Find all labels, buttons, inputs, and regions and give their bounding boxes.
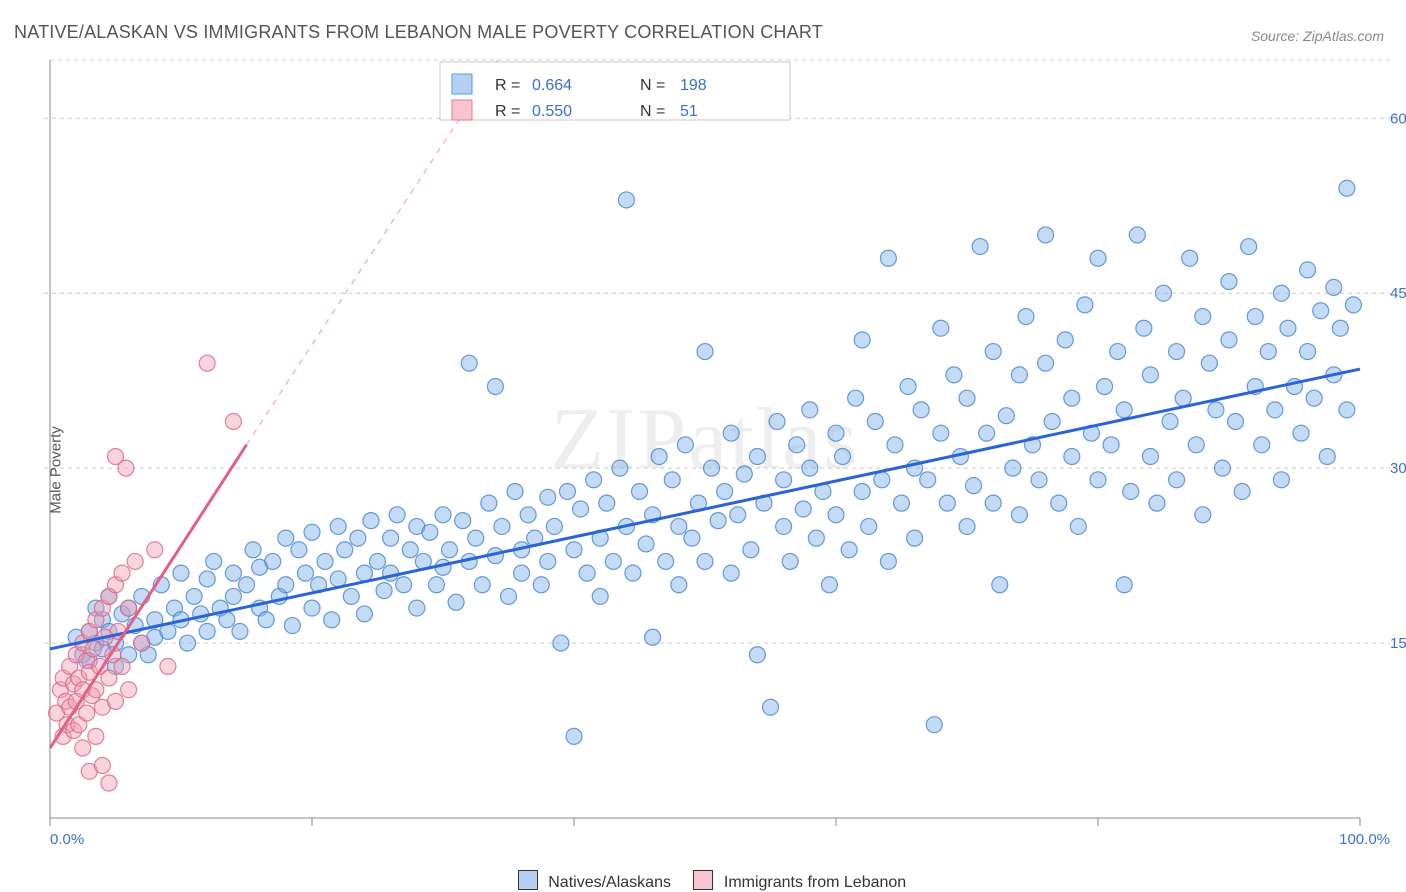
svg-text:100.0%: 100.0%: [1339, 831, 1390, 848]
legend-label-b: Immigrants from Lebanon: [724, 874, 906, 891]
svg-text:30.0%: 30.0%: [1390, 460, 1406, 477]
chart-title: NATIVE/ALASKAN VS IMMIGRANTS FROM LEBANO…: [14, 22, 823, 43]
svg-text:0.550: 0.550: [532, 103, 572, 120]
svg-text:51: 51: [680, 103, 698, 120]
svg-text:N =: N =: [640, 103, 665, 120]
scatter-chart: ZIPatlas0.0%100.0%15.0%30.0%45.0%60.0%R …: [0, 48, 1406, 858]
source-name: ZipAtlas.com: [1303, 28, 1384, 44]
source-label: Source:: [1251, 28, 1303, 44]
y-axis-label: Male Poverty: [47, 426, 64, 514]
svg-text:198: 198: [680, 77, 707, 94]
legend-swatch-pink: [693, 870, 713, 890]
svg-text:45.0%: 45.0%: [1390, 285, 1406, 302]
svg-text:0.0%: 0.0%: [50, 831, 84, 848]
bottom-legend: Natives/Alaskans Immigrants from Lebanon: [0, 870, 1406, 892]
svg-text:0.664: 0.664: [532, 77, 572, 94]
chart-source: Source: ZipAtlas.com: [1251, 28, 1384, 44]
svg-text:R =: R =: [495, 103, 520, 120]
svg-text:60.0%: 60.0%: [1390, 110, 1406, 127]
svg-text:R =: R =: [495, 77, 520, 94]
chart-container: Male Poverty ZIPatlas0.0%100.0%15.0%30.0…: [0, 48, 1406, 892]
svg-text:15.0%: 15.0%: [1390, 635, 1406, 652]
legend-swatch-blue: [518, 870, 538, 890]
svg-text:N =: N =: [640, 77, 665, 94]
legend-label-a: Natives/Alaskans: [548, 874, 671, 891]
